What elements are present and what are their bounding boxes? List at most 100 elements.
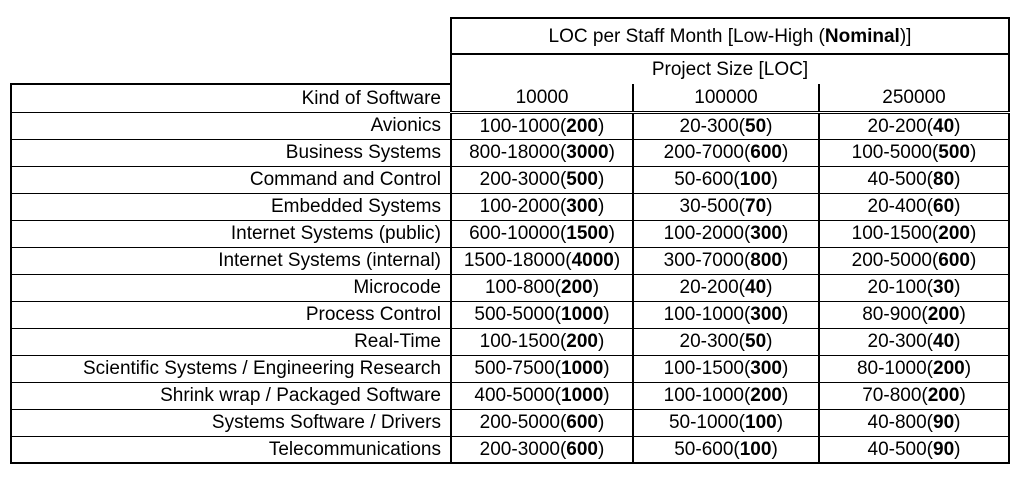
loc-range-cell: 30-500(70) [632,192,820,221]
table-row: Microcode 100-800(200) 20-200(40) 20-100(30… [10,273,1010,302]
table-title: LOC per Staff Month [Low-High (Nominal)] [450,17,1010,55]
close-paren: ) [782,250,789,271]
size-column-header-100000: 100000 [632,84,820,114]
close-paren: ) [782,385,789,406]
loc-range-cell: 600-10000(1500) [450,219,634,248]
loc-per-staff-month-table: LOC per Staff Month [Low-High (Nominal)]… [10,17,1010,464]
nominal-value: 1000 [561,385,604,406]
loc-range-cell: 70-800(200) [818,381,1010,410]
nominal-value: 50 [745,331,767,352]
low-high-range: 20-100( [867,277,934,298]
low-high-range: 100-2000( [663,223,751,244]
nominal-value: 100 [745,412,777,433]
kind-of-software-cell: Real-Time [10,327,452,356]
kind-of-software-cell: Shrink wrap / Packaged Software [10,381,452,410]
nominal-value: 4000 [571,250,614,271]
loc-range-cell: 20-200(40) [818,111,1010,140]
table-row: Scientific Systems / Engineering Researc… [10,354,1010,383]
nominal-value: 600 [566,412,598,433]
kind-of-software-cell: Telecommunications [10,435,452,464]
low-high-range: 100-1000( [663,385,751,406]
title-row: LOC per Staff Month [Low-High (Nominal)] [11,17,1010,55]
close-paren: ) [608,142,615,163]
nominal-value: 40 [933,115,955,137]
close-paren: ) [954,196,961,217]
close-paren: ) [598,196,605,217]
nominal-value: 70 [745,196,767,217]
low-high-range: 200-3000( [479,169,567,190]
nominal-value: 100 [739,438,772,460]
loc-range-cell: 200-5000(600) [818,246,1010,275]
loc-range-cell: 20-300(50) [632,327,820,356]
loc-range-cell: 100-1500(300) [632,354,820,383]
nominal-value: 1500 [566,223,609,244]
close-paren: ) [954,115,961,137]
table-row: Avionics 100-1000(200) 20-300(50) 20-200(40… [10,111,1010,140]
low-high-range: 20-400( [867,196,934,217]
nominal-value: 1000 [561,304,604,325]
low-high-range: 200-5000( [479,412,567,433]
subtitle-row: Project Size [LOC] [11,53,1010,84]
kind-of-software-cell: Process Control [10,300,452,329]
close-paren: ) [598,438,605,460]
nominal-value: 300 [566,196,598,217]
close-paren: ) [954,412,961,433]
low-high-range: 500-7500( [474,358,561,379]
table-row: Real-Time 100-1500(200) 20-300(50) 20-300(4… [10,327,1010,356]
table-row: Systems Software / Drivers 200-5000(600) 5… [10,408,1010,437]
blank-cell [11,18,451,54]
close-paren: ) [766,196,773,217]
nominal-value: 90 [933,438,955,460]
loc-range-cell: 40-500(90) [818,435,1010,464]
nominal-value: 800 [750,250,782,271]
close-paren: ) [782,142,789,163]
close-paren: ) [603,304,610,325]
low-high-range: 400-5000( [474,385,561,406]
kind-of-software-cell: Avionics [10,111,452,140]
nominal-value: 200 [750,385,782,406]
kind-of-software-cell: Embedded Systems [10,192,452,221]
loc-range-cell: 100-1500(200) [818,219,1010,248]
nominal-value: 40 [745,277,767,298]
loc-range-cell: 20-300(50) [632,111,820,140]
close-paren: ) [598,169,605,190]
low-high-range: 50-600( [674,438,740,460]
loc-range-cell: 200-5000(600) [450,408,634,437]
table-row: Internet Systems (public) 600-10000(1500)… [10,219,1010,248]
low-high-range: 40-500( [867,438,934,460]
low-high-range: 600-10000( [469,223,567,244]
table-title-suffix: )] [899,25,912,47]
low-high-range: 100-1000( [479,115,567,137]
loc-range-cell: 1500-18000(4000) [450,246,634,275]
nominal-value: 30 [933,277,955,298]
low-high-range: 50-600( [674,169,740,190]
loc-range-cell: 40-500(80) [818,165,1010,194]
size-column-header-250000: 250000 [818,84,1010,114]
low-high-range: 20-300( [679,115,746,137]
loc-range-cell: 50-600(100) [632,435,820,464]
kind-of-software-cell: Command and Control [10,165,452,194]
close-paren: ) [603,385,610,406]
close-paren: ) [954,331,961,352]
close-paren: ) [766,277,773,298]
close-paren: ) [592,277,600,298]
kind-of-software-header: Kind of Software [10,83,452,113]
low-high-range: 100-1500( [851,223,939,244]
nominal-value: 200 [927,385,960,406]
nominal-value: 40 [933,331,955,352]
loc-range-cell: 100-2000(300) [450,192,634,221]
close-paren: ) [954,438,961,460]
nominal-value: 600 [938,250,970,271]
size-column-header-10000: 10000 [450,84,634,114]
nominal-value: 600 [566,438,598,460]
nominal-value: 300 [750,223,782,244]
loc-range-cell: 100-800(200) [450,273,634,302]
loc-range-cell: 40-800(90) [818,408,1010,437]
loc-range-cell: 100-1000(300) [632,300,820,329]
kind-of-software-cell: Internet Systems (public) [10,219,452,248]
low-high-range: 20-200( [867,115,934,137]
close-paren: ) [613,250,621,271]
loc-range-cell: 20-100(30) [818,273,1010,302]
close-paren: ) [959,385,966,406]
